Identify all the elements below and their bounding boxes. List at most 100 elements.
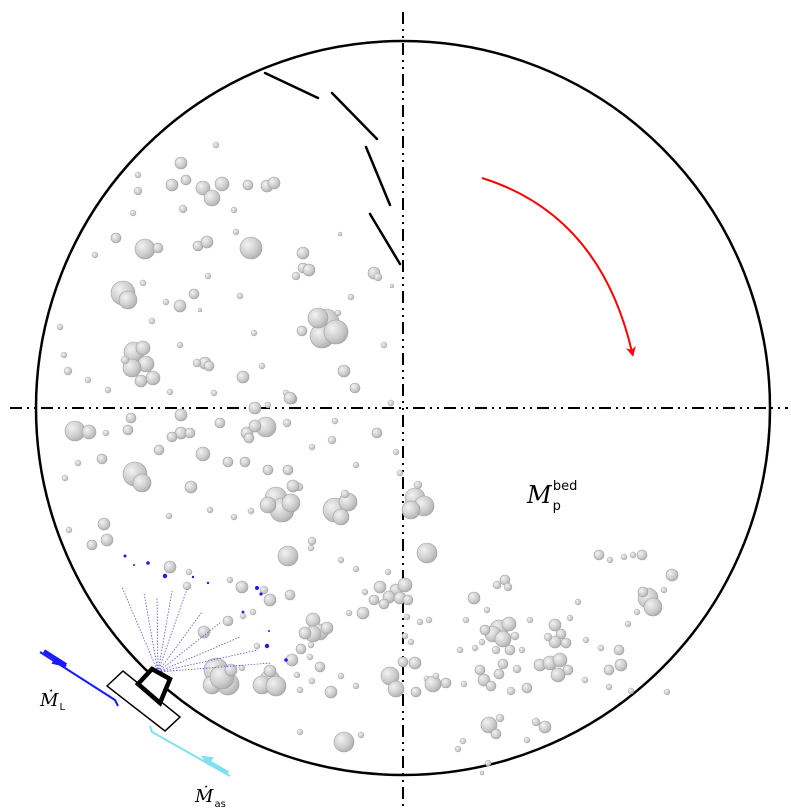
particle <box>243 432 255 444</box>
particle <box>197 625 211 639</box>
droplet <box>241 610 245 614</box>
particle <box>197 307 203 313</box>
particle <box>295 643 307 655</box>
particle <box>506 686 516 696</box>
particle <box>133 186 143 196</box>
particle <box>340 489 350 499</box>
particle <box>259 496 277 514</box>
particle <box>125 412 137 424</box>
particle <box>166 431 178 443</box>
particle <box>195 446 211 462</box>
particle <box>86 539 98 551</box>
particle <box>479 770 485 776</box>
particle <box>277 545 299 567</box>
particle <box>636 549 648 561</box>
particle <box>401 500 421 520</box>
particle <box>357 731 365 739</box>
particle <box>593 549 605 561</box>
droplet <box>268 630 270 632</box>
particle <box>84 376 92 384</box>
particle <box>248 401 262 415</box>
particle <box>134 171 142 179</box>
particle <box>550 667 566 683</box>
gas-flow-arrow-icon <box>200 755 214 766</box>
bed-mass-label: Mpbed <box>526 479 577 514</box>
particle <box>282 418 292 428</box>
spray-line <box>157 621 222 673</box>
spray-line <box>157 590 173 673</box>
particle <box>459 737 467 745</box>
particle <box>239 236 263 260</box>
particle <box>97 517 111 531</box>
particle <box>232 228 240 236</box>
particle <box>296 728 304 736</box>
particle <box>238 664 246 672</box>
particle <box>337 672 345 680</box>
gas-feed <box>149 725 231 777</box>
particle <box>152 242 164 254</box>
particle <box>620 553 628 561</box>
spray-line <box>157 662 272 673</box>
particle <box>188 288 200 300</box>
particle <box>320 621 334 635</box>
particle <box>471 644 479 652</box>
particle <box>206 506 214 514</box>
particle <box>139 279 147 287</box>
particle <box>494 630 512 648</box>
particle <box>235 580 249 594</box>
particle <box>597 644 605 652</box>
particle <box>226 576 234 584</box>
particle <box>396 469 404 477</box>
particle <box>574 598 582 606</box>
particle <box>581 676 589 684</box>
particle <box>314 661 326 673</box>
particle <box>239 456 251 468</box>
particle <box>614 658 628 672</box>
particle <box>222 456 234 468</box>
particle <box>531 717 541 727</box>
particle <box>81 424 97 440</box>
liquid-feed <box>39 649 119 707</box>
spray-line <box>143 592 159 673</box>
particle <box>397 656 409 668</box>
particle <box>518 646 526 654</box>
particle <box>258 362 266 370</box>
particle <box>403 613 411 621</box>
spray-line <box>156 596 159 673</box>
droplet <box>162 573 168 579</box>
particle <box>306 653 314 661</box>
particle <box>548 618 562 632</box>
particle <box>239 612 247 620</box>
particle <box>185 568 193 576</box>
particle <box>432 672 440 680</box>
particle <box>493 668 505 680</box>
particle <box>248 419 262 433</box>
particle <box>352 682 360 690</box>
particle <box>176 341 184 349</box>
particle <box>663 688 671 696</box>
particle <box>122 424 134 436</box>
particle <box>566 614 574 622</box>
particle <box>560 637 572 649</box>
particle <box>104 386 112 394</box>
particle <box>281 493 301 513</box>
particle <box>308 677 316 685</box>
particle <box>120 355 130 365</box>
particle <box>129 209 137 217</box>
baffles-icon <box>263 71 402 266</box>
particle <box>345 609 353 617</box>
particle <box>643 597 663 617</box>
particle <box>337 364 351 378</box>
particle <box>352 461 360 469</box>
particle <box>387 399 395 407</box>
particle <box>195 180 211 196</box>
particle <box>543 632 553 642</box>
particle <box>491 645 501 655</box>
particle <box>606 556 614 564</box>
particle <box>324 685 338 699</box>
particle <box>265 675 287 697</box>
particle <box>293 671 301 679</box>
particle <box>308 443 316 451</box>
particle <box>184 427 196 439</box>
